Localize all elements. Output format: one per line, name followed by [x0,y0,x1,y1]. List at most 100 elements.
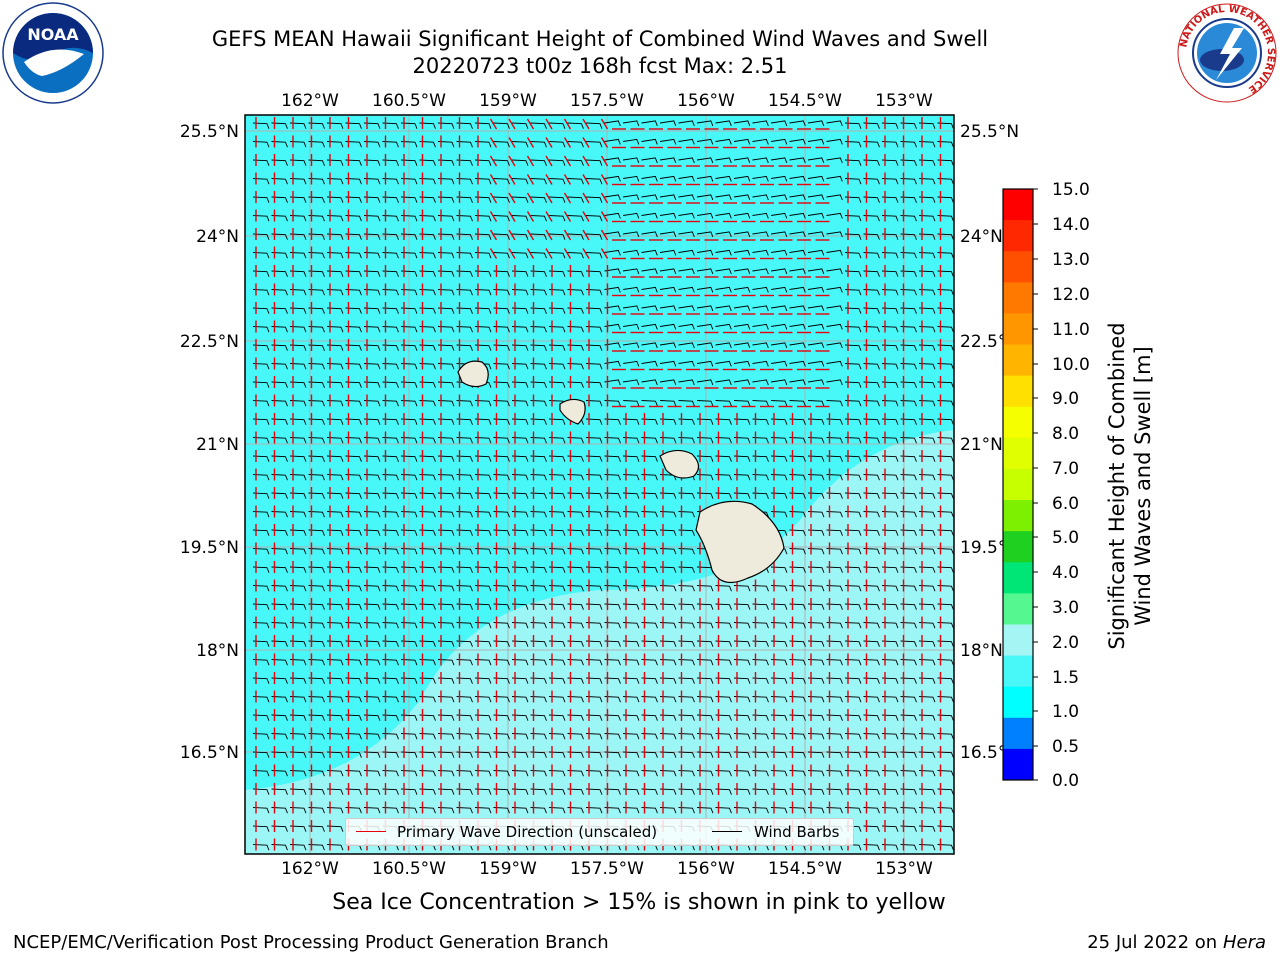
wind-barb [419,659,436,666]
wind-barb [956,364,972,370]
wind-barb [437,788,455,795]
lat-tick-label: 18°N [960,641,1003,661]
wind-barb [437,196,455,203]
wind-barb [918,677,936,684]
wind-barb [345,159,362,166]
wind-barb [641,455,658,462]
wind-barb [696,418,714,425]
wind-barb [511,585,529,592]
wind-barb [363,511,381,518]
wind-barb [937,714,954,721]
wind-barb [752,807,769,814]
wind-barb [530,807,547,814]
wind-barb [252,418,270,425]
wind-barb [289,178,307,185]
wind-barb [604,548,621,555]
wind-barb [844,178,862,185]
wind-barb [345,289,362,296]
wind-barb [622,175,640,182]
wind-barb [308,807,325,814]
wave-direction-arrow [508,211,516,222]
wind-barb [956,734,972,740]
wave-direction-arrow [600,118,609,130]
wind-barb [918,455,936,462]
wind-barb [770,400,788,407]
wind-barb [918,807,936,814]
wind-barb [308,511,325,518]
wind-barb [456,640,473,647]
wind-barb [641,696,658,703]
wind-barb [585,455,603,462]
wind-barb [511,529,529,536]
wind-barb [789,249,806,256]
wave-direction-arrow [508,174,516,185]
wind-barb [308,585,325,592]
wind-barb [548,603,566,610]
wind-barb [493,196,510,203]
wind-barb [585,751,603,758]
wind-barb [807,788,825,795]
wind-barb [474,603,492,610]
wind-barb [863,418,880,425]
wind-barb [548,714,566,721]
wave-direction-arrow [563,248,572,259]
wind-barb [511,733,529,740]
colorbar-frame [1002,188,1034,781]
wind-barb [456,196,473,203]
colorbar-segment [1003,468,1033,501]
wind-barb [678,120,695,127]
wind-barb [881,289,899,296]
wind-barb [956,826,972,832]
wind-barb [567,751,584,758]
wind-barb [382,418,399,425]
wind-barb [271,659,288,666]
wind-barb [770,231,788,238]
wind-barb [937,141,954,148]
lon-tick-label: 160.5°W [372,859,446,879]
wind-barb [807,474,825,481]
wind-barb [382,252,399,259]
wind-barb [733,770,751,777]
wind-barb [641,677,658,684]
wind-barb [400,603,418,610]
wind-barb [826,733,843,740]
wind-barb [770,659,788,666]
wind-barb [789,566,806,573]
colorbar-tick-label: 10.0 [1052,355,1090,375]
wind-barb [400,418,418,425]
wind-barb [530,252,547,259]
wind-barb [567,270,584,277]
wind-barb [382,289,399,296]
wind-barb [881,696,899,703]
wind-barb [622,305,640,312]
wind-barb [715,474,732,481]
wind-barb [863,252,880,259]
wind-barb [863,215,880,222]
wind-barb [326,418,344,425]
colorbar-label-line2: Wind Waves and Swell [m] [1131,346,1155,626]
wind-barb [844,603,862,610]
wind-barb [918,270,936,277]
wind-barb [881,418,899,425]
wind-barb [382,122,399,129]
wind-barb [900,751,917,758]
wind-barb [289,529,307,536]
wind-barb [363,270,381,277]
wave-direction-arrow [508,248,516,259]
wind-barb [826,138,843,145]
wind-barb [382,622,399,629]
wind-barb [752,286,769,293]
wind-barb [752,640,769,647]
wind-barb [696,696,714,703]
wind-barb [844,529,862,536]
wind-barb [641,305,658,312]
colorbar-segment [1003,406,1033,439]
wind-barb [530,233,547,240]
wind-barb [400,196,418,203]
colorbar-tick-label: 7.0 [1052,459,1079,479]
wind-barb [252,585,270,592]
wind-barb [956,216,972,222]
wind-barb [733,418,751,425]
wind-barb [881,566,899,573]
wind-barb [900,807,917,814]
